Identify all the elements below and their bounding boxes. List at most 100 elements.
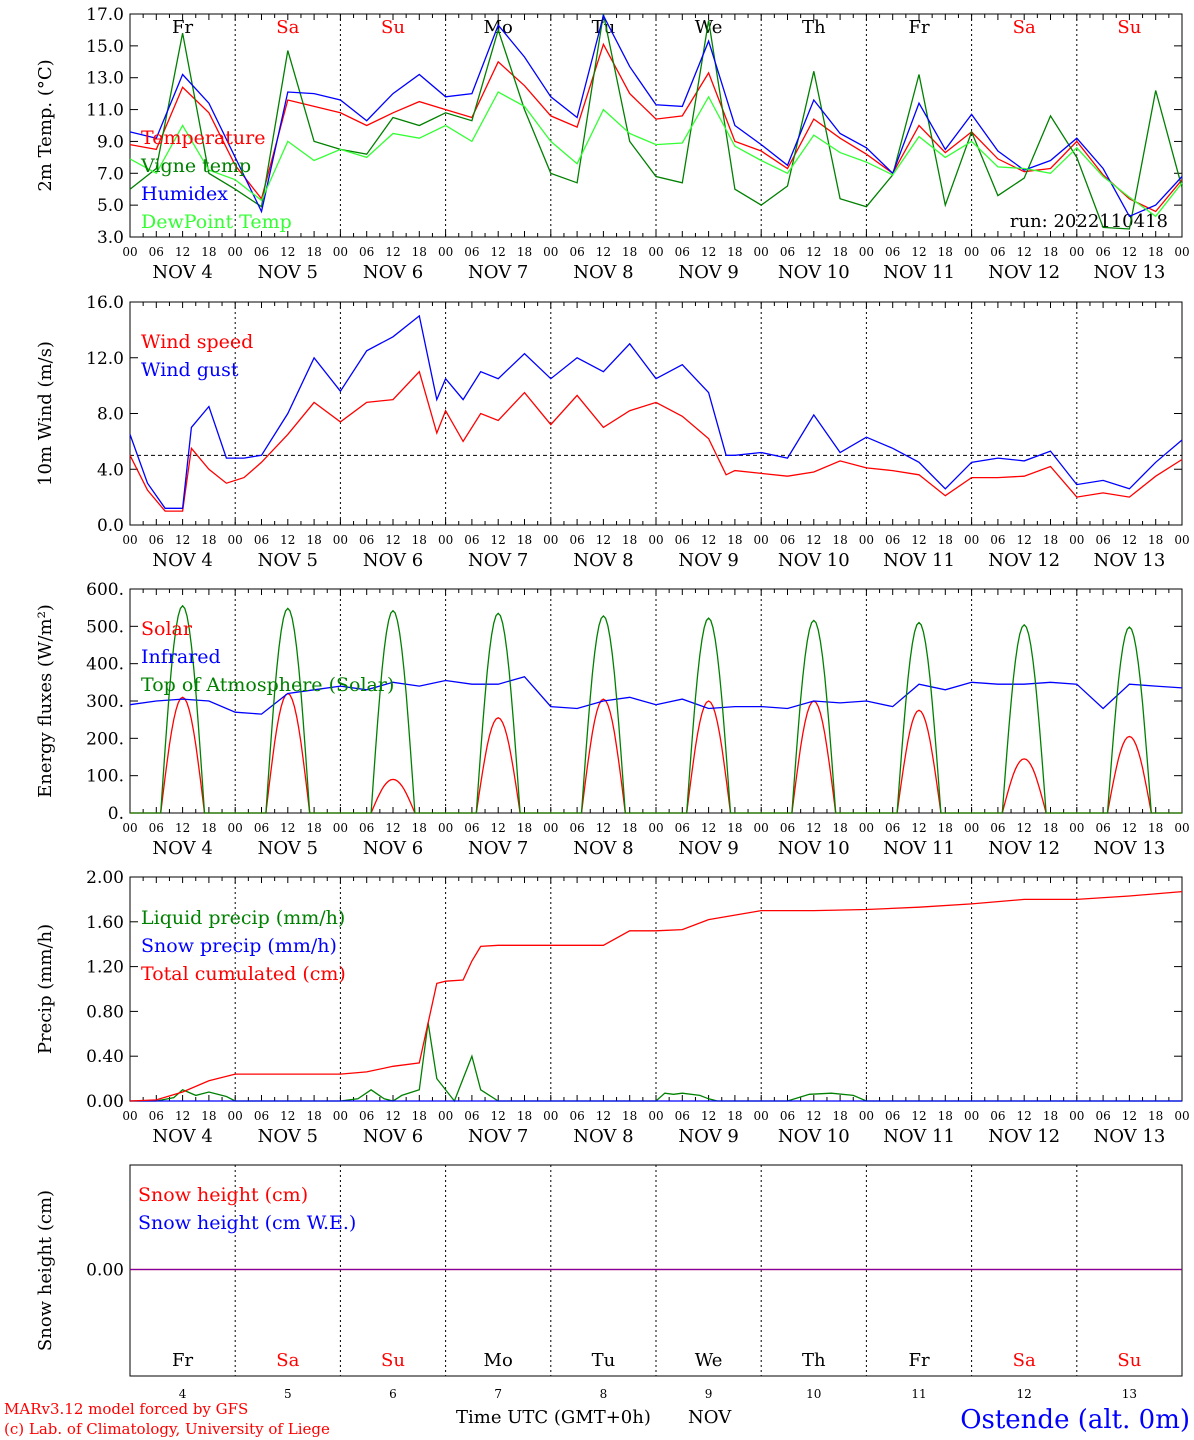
hour-tick-label: 18 xyxy=(1043,533,1058,547)
hour-tick-label: 00 xyxy=(754,1109,769,1123)
hour-tick-label: 00 xyxy=(228,1109,243,1123)
day-name-label: Fr xyxy=(908,17,929,38)
hour-tick-label: 06 xyxy=(1095,533,1110,547)
day-name-label: Fr xyxy=(172,1350,193,1371)
hour-tick-label: 06 xyxy=(359,821,374,835)
date-label: NOV 12 xyxy=(988,262,1060,283)
hour-tick-label: 06 xyxy=(885,821,900,835)
day-name-label: Sa xyxy=(1013,1350,1036,1371)
hour-tick-label: 00 xyxy=(1174,533,1189,547)
hour-tick-label: 18 xyxy=(306,821,321,835)
date-label: NOV 9 xyxy=(678,550,738,571)
hour-tick-label: 12 xyxy=(911,245,926,259)
hour-tick-label: 00 xyxy=(438,821,453,835)
date-label: NOV 13 xyxy=(1093,262,1165,283)
date-label: NOV 13 xyxy=(1093,838,1165,859)
series-line-temperature xyxy=(129,42,1183,213)
hour-tick-label: 06 xyxy=(359,245,374,259)
day-number-label: 5 xyxy=(284,1387,292,1401)
hour-tick-label: 12 xyxy=(280,533,295,547)
hour-tick-label: 18 xyxy=(201,821,216,835)
hour-tick-label: 12 xyxy=(1122,821,1137,835)
hour-tick-label: 18 xyxy=(1148,1109,1163,1123)
date-label: NOV 7 xyxy=(468,1126,528,1147)
day-number-label: 8 xyxy=(600,1387,608,1401)
day-number-label: 11 xyxy=(911,1387,926,1401)
date-label: NOV 5 xyxy=(258,838,318,859)
day-name-label: Su xyxy=(381,17,405,38)
hour-tick-label: 06 xyxy=(149,1109,164,1123)
date-label: NOV 11 xyxy=(883,550,955,571)
hour-tick-label: 06 xyxy=(675,245,690,259)
hour-tick-label: 00 xyxy=(543,245,558,259)
date-label: NOV 8 xyxy=(573,262,633,283)
hour-tick-label: 12 xyxy=(701,245,716,259)
hour-tick-label: 18 xyxy=(306,1109,321,1123)
hour-tick-label: 00 xyxy=(964,1109,979,1123)
legend-entry: Wind gust xyxy=(141,359,239,381)
hour-tick-label: 06 xyxy=(1095,821,1110,835)
y-tick-label: 0.00 xyxy=(86,1261,124,1281)
date-label: NOV 11 xyxy=(883,838,955,859)
y-tick-label: 5.0 xyxy=(97,196,124,216)
date-label: NOV 7 xyxy=(468,550,528,571)
hour-tick-label: 00 xyxy=(859,245,874,259)
y-tick-label: 200. xyxy=(86,729,124,749)
hour-tick-label: 00 xyxy=(1069,533,1084,547)
hour-tick-label: 12 xyxy=(1122,245,1137,259)
hour-tick-label: 00 xyxy=(1069,821,1084,835)
day-number-label: 9 xyxy=(705,1387,713,1401)
y-tick-label: 9.0 xyxy=(97,132,124,152)
date-label: NOV 5 xyxy=(258,262,318,283)
day-name-label: Sa xyxy=(1013,17,1036,38)
legend-entry: Wind speed xyxy=(141,331,253,353)
hour-tick-label: 18 xyxy=(622,1109,637,1123)
y-tick-label: 13.0 xyxy=(86,69,124,89)
y-axis-label: Energy fluxes (W/m²) xyxy=(35,604,56,798)
date-label: NOV 9 xyxy=(678,1126,738,1147)
day-name-label: Tu xyxy=(592,1350,616,1371)
series-line-wind-gust xyxy=(129,314,1183,509)
hour-tick-label: 12 xyxy=(911,533,926,547)
hour-tick-label: 06 xyxy=(675,1109,690,1123)
day-name-label: Th xyxy=(802,17,826,38)
hour-tick-label: 06 xyxy=(569,533,584,547)
hour-tick-label: 00 xyxy=(754,245,769,259)
hour-tick-label: 00 xyxy=(122,1109,137,1123)
y-tick-label: 400. xyxy=(86,655,124,675)
hour-tick-label: 06 xyxy=(569,1109,584,1123)
day-name-label: Mo xyxy=(484,1350,513,1371)
hour-tick-label: 00 xyxy=(1069,245,1084,259)
date-label: NOV 8 xyxy=(573,838,633,859)
hour-tick-label: 06 xyxy=(569,245,584,259)
panel-energy: 00 06 12 18 00 06 12 18 00 06 12 18 00 06 12 18 00 06 12 18… xyxy=(35,580,1190,859)
hour-tick-label: 12 xyxy=(806,821,821,835)
hour-tick-label: 06 xyxy=(885,1109,900,1123)
hour-tick-label: 06 xyxy=(254,245,269,259)
hour-tick-label: 18 xyxy=(832,821,847,835)
hour-tick-label: 18 xyxy=(938,245,953,259)
date-label: NOV 9 xyxy=(678,262,738,283)
hour-tick-label: 06 xyxy=(149,245,164,259)
y-tick-label: 0.00 xyxy=(86,1092,124,1112)
hour-tick-label: 18 xyxy=(1148,245,1163,259)
y-tick-label: 17.0 xyxy=(86,5,124,25)
hour-tick-label: 12 xyxy=(1017,533,1032,547)
hour-tick-label: 18 xyxy=(306,245,321,259)
hour-tick-label: 06 xyxy=(780,821,795,835)
hour-tick-label: 00 xyxy=(859,821,874,835)
date-label: NOV 6 xyxy=(363,262,423,283)
hour-tick-label: 06 xyxy=(1095,245,1110,259)
day-name-label: Mo xyxy=(484,17,513,38)
legend-entry: Humidex xyxy=(141,183,228,205)
series-line-total-cumulated-cm- xyxy=(129,890,1183,1102)
hour-tick-label: 18 xyxy=(412,1109,427,1123)
y-axis-label: Snow height (cm) xyxy=(35,1190,56,1351)
hour-tick-label: 12 xyxy=(385,245,400,259)
hour-tick-label: 00 xyxy=(964,245,979,259)
date-label: NOV 13 xyxy=(1093,1126,1165,1147)
hour-tick-label: 18 xyxy=(517,245,532,259)
y-tick-label: 500. xyxy=(86,617,124,637)
legend-entry: Temperature xyxy=(141,127,265,149)
day-name-label: We xyxy=(695,1350,723,1371)
